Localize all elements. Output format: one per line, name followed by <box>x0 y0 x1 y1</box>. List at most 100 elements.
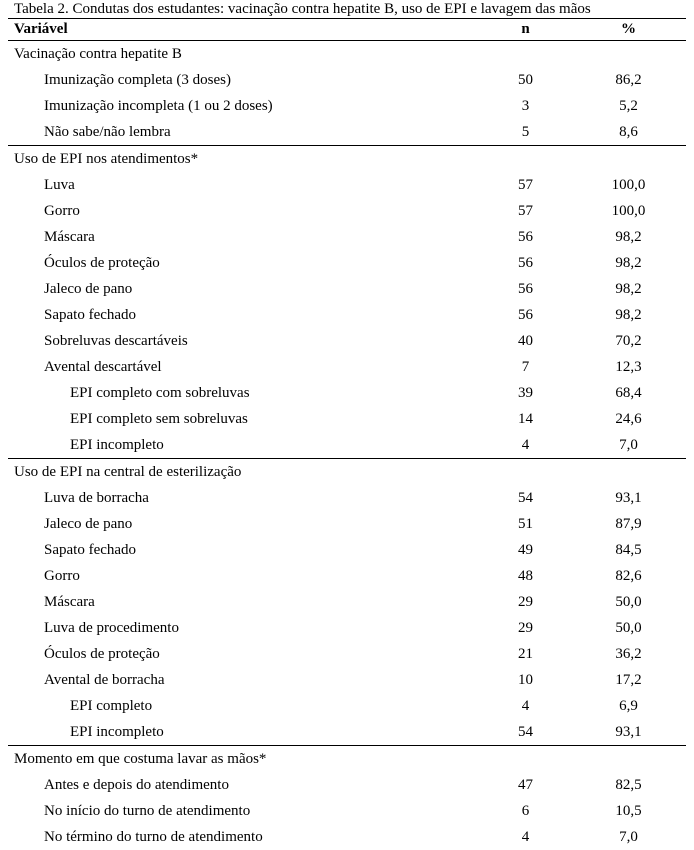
cell-pct: 87,9 <box>577 511 686 537</box>
cell-variable: Momento em que costuma lavar as mãos* <box>8 746 474 773</box>
table-row: Óculos de proteção5698,2 <box>8 250 686 276</box>
cell-n <box>474 41 577 68</box>
cell-pct: 86,2 <box>577 67 686 93</box>
cell-pct <box>577 459 686 486</box>
header-n: n <box>474 19 577 41</box>
cell-n <box>474 146 577 173</box>
cell-n: 49 <box>474 537 577 563</box>
cell-n: 50 <box>474 67 577 93</box>
table-row: Imunização completa (3 doses)5086,2 <box>8 67 686 93</box>
table-row: No término do turno de atendimento47,0 <box>8 824 686 850</box>
table-row: Avental de borracha1017,2 <box>8 667 686 693</box>
table-row: Uso de EPI na central de esterilização <box>8 459 686 486</box>
table-row: EPI completo46,9 <box>8 693 686 719</box>
cell-pct: 10,5 <box>577 798 686 824</box>
cell-variable: Gorro <box>8 563 474 589</box>
cell-variable: EPI completo sem sobreluvas <box>8 406 474 432</box>
cell-pct: 100,0 <box>577 198 686 224</box>
table-row: Imunização incompleta (1 ou 2 doses)35,2 <box>8 93 686 119</box>
cell-variable: Imunização completa (3 doses) <box>8 67 474 93</box>
cell-pct: 93,1 <box>577 719 686 746</box>
cell-n: 56 <box>474 250 577 276</box>
cell-pct <box>577 746 686 773</box>
cell-n: 51 <box>474 511 577 537</box>
table-caption: Tabela 2. Condutas dos estudantes: vacin… <box>0 0 694 18</box>
data-table: Variável n % Vacinação contra hepatite B… <box>8 18 686 850</box>
table-row: Jaleco de pano5187,9 <box>8 511 686 537</box>
cell-n: 21 <box>474 641 577 667</box>
cell-variable: Avental descartável <box>8 354 474 380</box>
table-row: Máscara5698,2 <box>8 224 686 250</box>
cell-pct: 70,2 <box>577 328 686 354</box>
cell-pct: 5,2 <box>577 93 686 119</box>
table-row: Sapato fechado5698,2 <box>8 302 686 328</box>
table-row: Gorro4882,6 <box>8 563 686 589</box>
table-row: Jaleco de pano5698,2 <box>8 276 686 302</box>
table-row: No início do turno de atendimento610,5 <box>8 798 686 824</box>
cell-n: 5 <box>474 119 577 146</box>
cell-variable: Sapato fechado <box>8 537 474 563</box>
cell-variable: EPI completo <box>8 693 474 719</box>
table-row: Antes e depois do atendimento4782,5 <box>8 772 686 798</box>
table-row: EPI incompleto5493,1 <box>8 719 686 746</box>
cell-pct: 8,6 <box>577 119 686 146</box>
cell-pct: 17,2 <box>577 667 686 693</box>
cell-n: 29 <box>474 615 577 641</box>
cell-pct: 68,4 <box>577 380 686 406</box>
cell-pct: 100,0 <box>577 172 686 198</box>
cell-pct <box>577 146 686 173</box>
cell-n: 54 <box>474 485 577 511</box>
cell-variable: EPI incompleto <box>8 719 474 746</box>
cell-variable: Jaleco de pano <box>8 276 474 302</box>
cell-pct: 98,2 <box>577 302 686 328</box>
table-row: EPI completo com sobreluvas3968,4 <box>8 380 686 406</box>
cell-n <box>474 746 577 773</box>
cell-n: 48 <box>474 563 577 589</box>
cell-pct: 7,0 <box>577 432 686 459</box>
table-row: Não sabe/não lembra58,6 <box>8 119 686 146</box>
table-row: EPI completo sem sobreluvas1424,6 <box>8 406 686 432</box>
table-row: Gorro57100,0 <box>8 198 686 224</box>
cell-variable: Imunização incompleta (1 ou 2 doses) <box>8 93 474 119</box>
cell-n: 4 <box>474 824 577 850</box>
table-row: EPI incompleto47,0 <box>8 432 686 459</box>
cell-variable: No término do turno de atendimento <box>8 824 474 850</box>
table-row: Luva de borracha5493,1 <box>8 485 686 511</box>
table-row: Luva57100,0 <box>8 172 686 198</box>
cell-n: 57 <box>474 172 577 198</box>
cell-pct: 7,0 <box>577 824 686 850</box>
cell-variable: EPI completo com sobreluvas <box>8 380 474 406</box>
cell-n: 56 <box>474 224 577 250</box>
cell-pct: 98,2 <box>577 250 686 276</box>
cell-variable: Luva <box>8 172 474 198</box>
table-row: Avental descartável712,3 <box>8 354 686 380</box>
cell-variable: Máscara <box>8 224 474 250</box>
cell-n: 14 <box>474 406 577 432</box>
cell-variable: Não sabe/não lembra <box>8 119 474 146</box>
cell-variable: Óculos de proteção <box>8 641 474 667</box>
cell-variable: Luva de procedimento <box>8 615 474 641</box>
cell-pct: 24,6 <box>577 406 686 432</box>
header-variable: Variável <box>8 19 474 41</box>
cell-n <box>474 459 577 486</box>
cell-variable: Avental de borracha <box>8 667 474 693</box>
cell-pct: 82,6 <box>577 563 686 589</box>
cell-n: 7 <box>474 354 577 380</box>
cell-pct: 98,2 <box>577 224 686 250</box>
table-row: Sobreluvas descartáveis4070,2 <box>8 328 686 354</box>
cell-variable: Uso de EPI nos atendimentos* <box>8 146 474 173</box>
cell-n: 56 <box>474 302 577 328</box>
cell-variable: Sapato fechado <box>8 302 474 328</box>
table-row: Momento em que costuma lavar as mãos* <box>8 746 686 773</box>
cell-pct: 93,1 <box>577 485 686 511</box>
cell-variable: Máscara <box>8 589 474 615</box>
cell-variable: No início do turno de atendimento <box>8 798 474 824</box>
table-row: Óculos de proteção2136,2 <box>8 641 686 667</box>
cell-n: 54 <box>474 719 577 746</box>
cell-n: 56 <box>474 276 577 302</box>
cell-n: 39 <box>474 380 577 406</box>
cell-n: 3 <box>474 93 577 119</box>
cell-variable: Óculos de proteção <box>8 250 474 276</box>
cell-pct: 50,0 <box>577 615 686 641</box>
cell-variable: Antes e depois do atendimento <box>8 772 474 798</box>
